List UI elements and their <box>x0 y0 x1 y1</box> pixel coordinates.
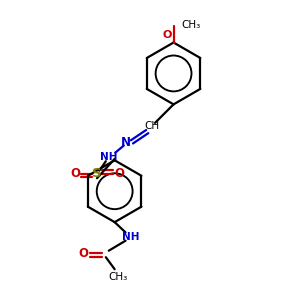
Text: CH: CH <box>144 122 159 131</box>
Text: CH₃: CH₃ <box>108 272 127 282</box>
Text: S: S <box>92 167 102 180</box>
Text: O: O <box>78 247 88 260</box>
Text: CH₃: CH₃ <box>181 20 200 30</box>
Text: O: O <box>114 167 124 180</box>
Text: O: O <box>162 30 172 40</box>
Text: NH: NH <box>100 152 118 162</box>
Text: N: N <box>121 136 130 148</box>
Text: NH: NH <box>122 232 140 242</box>
Text: O: O <box>70 167 80 180</box>
